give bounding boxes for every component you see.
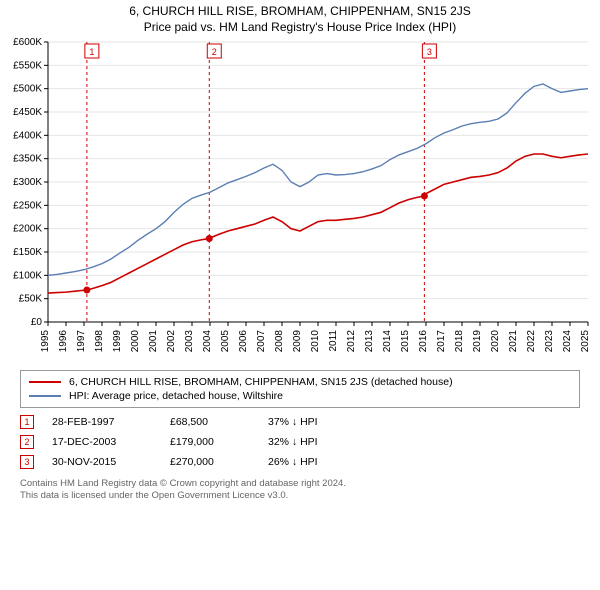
svg-text:2021: 2021 — [508, 330, 519, 353]
svg-text:£200K: £200K — [13, 224, 42, 235]
svg-text:2020: 2020 — [490, 330, 501, 353]
svg-text:2025: 2025 — [580, 330, 591, 353]
svg-text:2013: 2013 — [364, 330, 375, 353]
svg-text:£500K: £500K — [13, 84, 42, 95]
svg-text:3: 3 — [427, 47, 432, 57]
svg-text:£100K: £100K — [13, 270, 42, 281]
svg-text:2005: 2005 — [220, 330, 231, 353]
svg-text:2009: 2009 — [292, 330, 303, 353]
svg-text:2003: 2003 — [184, 330, 195, 353]
legend-line-hpi — [29, 395, 61, 397]
svg-text:2010: 2010 — [310, 330, 321, 353]
legend-label-property: 6, CHURCH HILL RISE, BROMHAM, CHIPPENHAM… — [69, 376, 453, 388]
svg-text:2011: 2011 — [328, 330, 339, 352]
sale-date: 28-FEB-1997 — [52, 416, 152, 428]
sale-date: 30-NOV-2015 — [52, 456, 152, 468]
svg-text:2000: 2000 — [130, 330, 141, 353]
footer: Contains HM Land Registry data © Crown c… — [20, 478, 580, 503]
svg-text:2004: 2004 — [202, 330, 213, 353]
svg-text:£0: £0 — [31, 317, 43, 328]
sale-price: £68,500 — [170, 416, 250, 428]
sale-price: £179,000 — [170, 436, 250, 448]
svg-text:2007: 2007 — [256, 330, 267, 353]
svg-text:2024: 2024 — [562, 330, 573, 353]
svg-text:2: 2 — [212, 47, 217, 57]
svg-text:£300K: £300K — [13, 177, 42, 188]
svg-text:£450K: £450K — [13, 107, 42, 118]
title-line1: 6, CHURCH HILL RISE, BROMHAM, CHIPPENHAM… — [0, 4, 600, 18]
svg-text:£600K: £600K — [13, 37, 42, 48]
sale-diff: 26% ↓ HPI — [268, 456, 318, 468]
title-line2: Price paid vs. HM Land Registry's House … — [0, 20, 600, 34]
svg-text:2008: 2008 — [274, 330, 285, 353]
sale-marker: 2 — [20, 435, 34, 449]
svg-text:2023: 2023 — [544, 330, 555, 353]
svg-text:2019: 2019 — [472, 330, 483, 353]
sale-row: 2 17-DEC-2003 £179,000 32% ↓ HPI — [20, 432, 580, 452]
svg-text:£400K: £400K — [13, 130, 42, 141]
svg-text:£350K: £350K — [13, 154, 42, 165]
svg-text:2006: 2006 — [238, 330, 249, 353]
svg-text:2016: 2016 — [418, 330, 429, 353]
sales-list: 1 28-FEB-1997 £68,500 37% ↓ HPI 2 17-DEC… — [20, 412, 580, 472]
svg-text:£150K: £150K — [13, 247, 42, 258]
svg-text:1997: 1997 — [76, 330, 87, 353]
svg-text:2014: 2014 — [382, 330, 393, 353]
sale-marker: 1 — [20, 415, 34, 429]
footer-line1: Contains HM Land Registry data © Crown c… — [20, 478, 580, 490]
svg-text:1999: 1999 — [112, 330, 123, 353]
svg-text:2018: 2018 — [454, 330, 465, 353]
svg-text:1996: 1996 — [58, 330, 69, 353]
sale-diff: 37% ↓ HPI — [268, 416, 318, 428]
legend-label-hpi: HPI: Average price, detached house, Wilt… — [69, 390, 283, 402]
svg-text:1998: 1998 — [94, 330, 105, 353]
svg-text:£550K: £550K — [13, 60, 42, 71]
footer-line2: This data is licensed under the Open Gov… — [20, 490, 580, 502]
svg-text:1: 1 — [89, 47, 94, 57]
svg-text:2002: 2002 — [166, 330, 177, 353]
svg-text:2015: 2015 — [400, 330, 411, 353]
svg-text:2001: 2001 — [148, 330, 159, 353]
sale-diff: 32% ↓ HPI — [268, 436, 318, 448]
sale-date: 17-DEC-2003 — [52, 436, 152, 448]
sale-row: 3 30-NOV-2015 £270,000 26% ↓ HPI — [20, 452, 580, 472]
legend: 6, CHURCH HILL RISE, BROMHAM, CHIPPENHAM… — [20, 370, 580, 408]
svg-text:£50K: £50K — [19, 294, 43, 305]
svg-text:£250K: £250K — [13, 200, 42, 211]
sale-price: £270,000 — [170, 456, 250, 468]
svg-text:2012: 2012 — [346, 330, 357, 353]
sale-row: 1 28-FEB-1997 £68,500 37% ↓ HPI — [20, 412, 580, 432]
legend-line-property — [29, 381, 61, 383]
sale-marker: 3 — [20, 455, 34, 469]
svg-text:2017: 2017 — [436, 330, 447, 353]
svg-text:2022: 2022 — [526, 330, 537, 353]
price-chart: £0 £50K £100K £150K £200K £250K £300K £350K £400… — [0, 34, 600, 364]
svg-text:1995: 1995 — [40, 330, 51, 353]
